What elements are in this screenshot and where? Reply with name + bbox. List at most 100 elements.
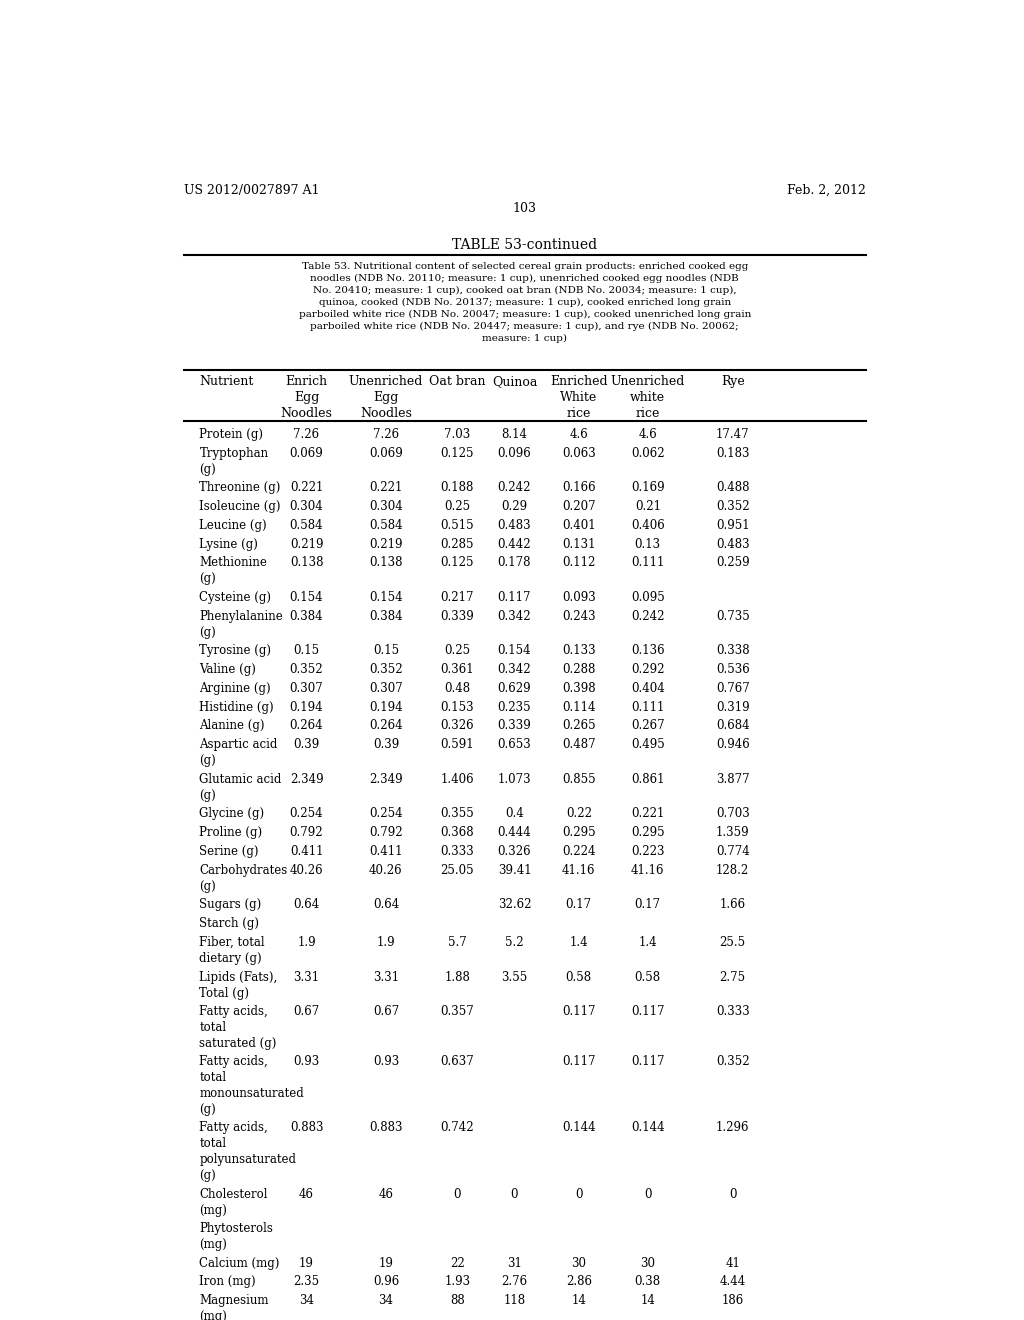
Text: Isoleucine (g): Isoleucine (g) (200, 500, 281, 513)
Text: Phytosterols
(mg): Phytosterols (mg) (200, 1222, 273, 1251)
Text: 40.26: 40.26 (290, 863, 324, 876)
Text: 0.326: 0.326 (498, 845, 531, 858)
Text: 0.653: 0.653 (498, 738, 531, 751)
Text: 0.4: 0.4 (505, 808, 524, 820)
Text: 0.235: 0.235 (498, 701, 531, 714)
Text: Fatty acids,
total
monounsaturated
(g): Fatty acids, total monounsaturated (g) (200, 1056, 304, 1117)
Text: 0.264: 0.264 (369, 719, 402, 733)
Text: Lipids (Fats),
Total (g): Lipids (Fats), Total (g) (200, 970, 278, 999)
Text: Methionine
(g): Methionine (g) (200, 556, 267, 585)
Text: 0.637: 0.637 (440, 1056, 474, 1068)
Text: 0.15: 0.15 (373, 644, 399, 657)
Text: 14: 14 (640, 1294, 655, 1307)
Text: 0.444: 0.444 (498, 826, 531, 840)
Text: 0.883: 0.883 (290, 1122, 324, 1134)
Text: 0.221: 0.221 (631, 808, 665, 820)
Text: Sugars (g): Sugars (g) (200, 899, 262, 911)
Text: Enriched
White
rice: Enriched White rice (550, 375, 607, 420)
Text: 0.64: 0.64 (294, 899, 319, 911)
Text: 0.112: 0.112 (562, 556, 595, 569)
Text: 0.951: 0.951 (716, 519, 750, 532)
Text: 0.295: 0.295 (631, 826, 665, 840)
Text: 0.169: 0.169 (631, 480, 665, 494)
Text: 40.26: 40.26 (369, 863, 402, 876)
Text: 19: 19 (379, 1257, 393, 1270)
Text: 0.411: 0.411 (370, 845, 402, 858)
Text: 0.259: 0.259 (716, 556, 750, 569)
Text: 1.296: 1.296 (716, 1122, 750, 1134)
Text: 0.742: 0.742 (440, 1122, 474, 1134)
Text: Table 53. Nutritional content of selected cereal grain products: enriched cooked: Table 53. Nutritional content of selecte… (299, 263, 751, 343)
Text: 103: 103 (513, 202, 537, 215)
Text: 0.188: 0.188 (440, 480, 474, 494)
Text: 0.792: 0.792 (369, 826, 402, 840)
Text: 0.48: 0.48 (444, 682, 470, 694)
Text: Leucine (g): Leucine (g) (200, 519, 267, 532)
Text: 17.47: 17.47 (716, 428, 750, 441)
Text: 0.58: 0.58 (565, 970, 592, 983)
Text: 3.877: 3.877 (716, 772, 750, 785)
Text: 3.31: 3.31 (373, 970, 399, 983)
Text: Fatty acids,
total
saturated (g): Fatty acids, total saturated (g) (200, 1005, 276, 1051)
Text: 0.333: 0.333 (716, 1005, 750, 1018)
Text: 1.88: 1.88 (444, 970, 470, 983)
Text: 0.154: 0.154 (498, 644, 531, 657)
Text: 0.219: 0.219 (370, 537, 402, 550)
Text: 0.536: 0.536 (716, 663, 750, 676)
Text: 0.267: 0.267 (631, 719, 665, 733)
Text: Tyrosine (g): Tyrosine (g) (200, 644, 271, 657)
Text: 0.111: 0.111 (631, 701, 665, 714)
Text: Aspartic acid
(g): Aspartic acid (g) (200, 738, 278, 767)
Text: 0.154: 0.154 (369, 591, 402, 603)
Text: 0.285: 0.285 (440, 537, 474, 550)
Text: 0.352: 0.352 (716, 500, 750, 513)
Text: 0.584: 0.584 (369, 519, 402, 532)
Text: 0.183: 0.183 (716, 446, 750, 459)
Text: 34: 34 (379, 1294, 393, 1307)
Text: 0: 0 (729, 1188, 736, 1200)
Text: 0.946: 0.946 (716, 738, 750, 751)
Text: 0.25: 0.25 (444, 644, 470, 657)
Text: 0.684: 0.684 (716, 719, 750, 733)
Text: Quinoa: Quinoa (492, 375, 538, 388)
Text: 0.153: 0.153 (440, 701, 474, 714)
Text: Valine (g): Valine (g) (200, 663, 256, 676)
Text: Fatty acids,
total
polyunsaturated
(g): Fatty acids, total polyunsaturated (g) (200, 1122, 296, 1183)
Text: 0.131: 0.131 (562, 537, 596, 550)
Text: 0.67: 0.67 (373, 1005, 399, 1018)
Text: 0.21: 0.21 (635, 500, 660, 513)
Text: 0.39: 0.39 (294, 738, 319, 751)
Text: 0.483: 0.483 (498, 519, 531, 532)
Text: Glutamic acid
(g): Glutamic acid (g) (200, 772, 282, 801)
Text: Starch (g): Starch (g) (200, 917, 259, 931)
Text: 0.861: 0.861 (631, 772, 665, 785)
Text: 0.136: 0.136 (631, 644, 665, 657)
Text: 0.194: 0.194 (290, 701, 324, 714)
Text: Unenriched
Egg
Noodles: Unenriched Egg Noodles (349, 375, 423, 420)
Text: 0.17: 0.17 (565, 899, 592, 911)
Text: 0.304: 0.304 (290, 500, 324, 513)
Text: 0.264: 0.264 (290, 719, 324, 733)
Text: 0.67: 0.67 (294, 1005, 319, 1018)
Text: 0.304: 0.304 (369, 500, 402, 513)
Text: US 2012/0027897 A1: US 2012/0027897 A1 (183, 183, 319, 197)
Text: 0.242: 0.242 (498, 480, 531, 494)
Text: 0.411: 0.411 (290, 845, 324, 858)
Text: Carbohydrates
(g): Carbohydrates (g) (200, 863, 288, 892)
Text: 0.224: 0.224 (562, 845, 596, 858)
Text: 46: 46 (379, 1188, 393, 1200)
Text: 0.339: 0.339 (440, 610, 474, 623)
Text: 0.133: 0.133 (562, 644, 596, 657)
Text: 5.7: 5.7 (447, 936, 467, 949)
Text: 0.207: 0.207 (562, 500, 596, 513)
Text: Tryptophan
(g): Tryptophan (g) (200, 446, 268, 475)
Text: Oat bran: Oat bran (429, 375, 485, 388)
Text: 22: 22 (450, 1257, 465, 1270)
Text: 0.117: 0.117 (562, 1005, 596, 1018)
Text: TABLE 53-continued: TABLE 53-continued (453, 238, 597, 252)
Text: 4.6: 4.6 (569, 428, 588, 441)
Text: 0.288: 0.288 (562, 663, 595, 676)
Text: Rye: Rye (721, 375, 744, 388)
Text: 0.22: 0.22 (566, 808, 592, 820)
Text: 0.154: 0.154 (290, 591, 324, 603)
